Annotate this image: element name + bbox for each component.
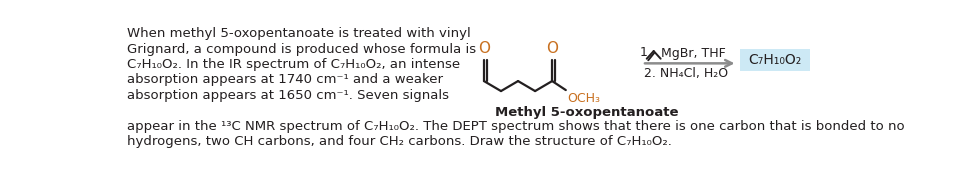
Text: hydrogens, two CH carbons, and four CH₂ carbons. Draw the structure of C₇H₁₀O₂.: hydrogens, two CH carbons, and four CH₂ … bbox=[127, 135, 672, 148]
Text: When methyl 5-oxopentanoate is treated with vinyl: When methyl 5-oxopentanoate is treated w… bbox=[127, 27, 471, 40]
Text: 1.: 1. bbox=[640, 47, 656, 60]
Text: O: O bbox=[478, 41, 489, 56]
FancyBboxPatch shape bbox=[739, 50, 809, 71]
Text: C₇H₁₀O₂: C₇H₁₀O₂ bbox=[748, 53, 801, 67]
Text: absorption appears at 1650 cm⁻¹. Seven signals: absorption appears at 1650 cm⁻¹. Seven s… bbox=[127, 89, 449, 102]
Text: C₇H₁₀O₂. In the IR spectrum of C₇H₁₀O₂, an intense: C₇H₁₀O₂. In the IR spectrum of C₇H₁₀O₂, … bbox=[127, 58, 460, 71]
Text: MgBr, THF: MgBr, THF bbox=[661, 47, 726, 60]
Text: OCH₃: OCH₃ bbox=[567, 92, 600, 105]
Text: O: O bbox=[546, 41, 557, 56]
Text: appear in the ¹³C NMR spectrum of C₇H₁₀O₂. The DEPT spectrum shows that there is: appear in the ¹³C NMR spectrum of C₇H₁₀O… bbox=[127, 120, 904, 132]
Text: absorption appears at 1740 cm⁻¹ and a weaker: absorption appears at 1740 cm⁻¹ and a we… bbox=[127, 73, 443, 86]
Text: Methyl 5-oxopentanoate: Methyl 5-oxopentanoate bbox=[494, 106, 677, 119]
Text: 2. NH₄Cl, H₂O: 2. NH₄Cl, H₂O bbox=[643, 67, 727, 80]
Text: Grignard, a compound is produced whose formula is: Grignard, a compound is produced whose f… bbox=[127, 43, 476, 55]
